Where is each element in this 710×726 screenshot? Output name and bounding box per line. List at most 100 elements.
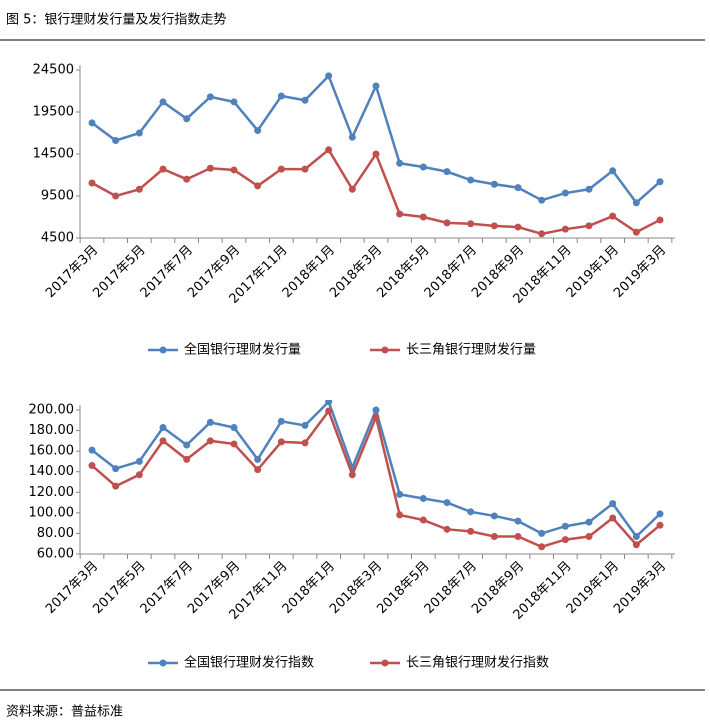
marker bbox=[419, 516, 427, 524]
marker bbox=[514, 517, 522, 525]
y-tick-label: 160.00 bbox=[29, 444, 75, 459]
marker bbox=[230, 440, 238, 448]
plot bbox=[88, 72, 664, 238]
marker bbox=[538, 196, 546, 204]
marker bbox=[88, 462, 96, 470]
marker bbox=[419, 163, 427, 171]
legend-label: 全国银行理财发行量 bbox=[184, 342, 301, 358]
marker bbox=[490, 533, 498, 541]
marker bbox=[656, 216, 664, 224]
marker bbox=[609, 212, 617, 220]
marker bbox=[206, 437, 214, 445]
marker bbox=[348, 133, 356, 141]
marker bbox=[277, 417, 285, 425]
marker bbox=[372, 82, 380, 90]
marker bbox=[419, 494, 427, 502]
marker bbox=[254, 466, 262, 474]
marker bbox=[230, 423, 238, 431]
marker bbox=[396, 210, 404, 218]
marker bbox=[538, 230, 546, 238]
marker bbox=[585, 518, 593, 526]
marker bbox=[183, 175, 191, 183]
marker bbox=[348, 185, 356, 193]
marker bbox=[396, 159, 404, 167]
marker bbox=[277, 165, 285, 173]
legend-marker bbox=[381, 659, 389, 667]
marker bbox=[159, 423, 167, 431]
marker bbox=[467, 508, 475, 516]
marker bbox=[325, 407, 333, 415]
marker bbox=[609, 514, 617, 522]
marker bbox=[396, 511, 404, 519]
marker bbox=[656, 510, 664, 518]
marker bbox=[112, 137, 120, 145]
y-tick-label: 4500 bbox=[41, 231, 74, 246]
marker bbox=[301, 165, 309, 173]
marker bbox=[159, 165, 167, 173]
marker bbox=[135, 185, 143, 193]
y-tick-label: 14500 bbox=[33, 147, 74, 162]
marker bbox=[490, 180, 498, 188]
marker bbox=[632, 541, 640, 549]
line bbox=[91, 73, 661, 205]
line bbox=[91, 408, 661, 549]
y-tick-label: 60.00 bbox=[37, 547, 74, 562]
marker bbox=[348, 471, 356, 479]
marker bbox=[585, 533, 593, 541]
marker bbox=[443, 525, 451, 533]
marker bbox=[561, 522, 569, 530]
plot bbox=[88, 400, 664, 551]
legend-label: 长三角银行理财发行指数 bbox=[406, 655, 549, 671]
marker bbox=[301, 96, 309, 104]
marker bbox=[585, 222, 593, 230]
marker bbox=[112, 192, 120, 200]
marker bbox=[585, 185, 593, 193]
marker bbox=[135, 471, 143, 479]
marker bbox=[183, 441, 191, 449]
marker bbox=[88, 119, 96, 127]
marker bbox=[490, 222, 498, 230]
marker bbox=[514, 184, 522, 192]
marker bbox=[230, 166, 238, 174]
marker bbox=[490, 512, 498, 520]
marker bbox=[135, 129, 143, 137]
marker bbox=[325, 400, 333, 406]
marker bbox=[467, 220, 475, 228]
y-tick-label: 9500 bbox=[41, 189, 74, 204]
marker bbox=[609, 500, 617, 508]
marker bbox=[206, 93, 214, 101]
y-tick-label: 200.00 bbox=[29, 403, 75, 418]
y-tick-label: 180.00 bbox=[29, 423, 75, 438]
marker bbox=[514, 223, 522, 231]
legend-marker bbox=[159, 659, 167, 667]
marker bbox=[372, 406, 380, 414]
title: 图 5：银行理财发行量及发行指数走势 bbox=[6, 12, 226, 28]
marker bbox=[419, 213, 427, 221]
y-tick-label: 140.00 bbox=[29, 464, 75, 479]
marker bbox=[656, 178, 664, 186]
legend-label: 全国银行理财发行指数 bbox=[184, 655, 314, 671]
marker bbox=[372, 413, 380, 421]
marker bbox=[301, 421, 309, 429]
marker bbox=[561, 225, 569, 233]
legend-marker bbox=[159, 346, 167, 354]
source: 资料来源：普益标准 bbox=[6, 705, 123, 720]
marker bbox=[443, 219, 451, 227]
marker bbox=[183, 115, 191, 123]
marker bbox=[561, 536, 569, 544]
marker bbox=[277, 92, 285, 100]
marker bbox=[183, 455, 191, 463]
marker bbox=[88, 446, 96, 454]
marker bbox=[325, 72, 333, 80]
marker bbox=[254, 126, 262, 134]
marker bbox=[277, 438, 285, 446]
marker bbox=[538, 529, 546, 537]
marker bbox=[632, 533, 640, 541]
marker bbox=[254, 455, 262, 463]
marker bbox=[632, 199, 640, 207]
marker bbox=[561, 189, 569, 197]
y-tick-label: 19500 bbox=[33, 105, 74, 120]
marker bbox=[467, 527, 475, 535]
y-tick-label: 100.00 bbox=[29, 505, 75, 520]
marker bbox=[443, 168, 451, 176]
